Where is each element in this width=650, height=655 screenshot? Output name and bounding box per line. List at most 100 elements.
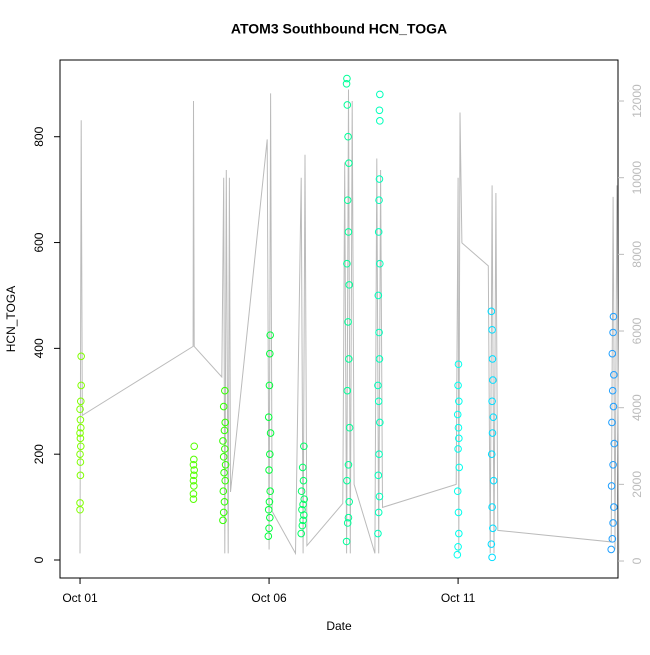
point bbox=[77, 381, 85, 390]
point bbox=[299, 500, 307, 509]
point bbox=[488, 503, 496, 511]
point bbox=[454, 508, 463, 517]
point bbox=[265, 466, 273, 474]
point bbox=[375, 355, 384, 363]
point bbox=[220, 468, 228, 477]
point bbox=[189, 495, 198, 503]
point bbox=[76, 458, 85, 466]
point bbox=[220, 498, 229, 506]
point bbox=[375, 492, 384, 501]
point bbox=[221, 460, 230, 469]
point bbox=[374, 471, 383, 480]
point bbox=[221, 386, 229, 395]
point bbox=[455, 397, 463, 406]
x-axis-label: Date bbox=[326, 619, 352, 633]
point bbox=[76, 499, 84, 507]
point bbox=[342, 537, 351, 546]
point bbox=[343, 259, 351, 268]
point bbox=[345, 498, 354, 506]
point bbox=[76, 405, 84, 414]
point bbox=[265, 524, 273, 533]
point bbox=[489, 376, 497, 384]
point bbox=[344, 228, 353, 236]
point bbox=[300, 511, 308, 519]
point bbox=[343, 101, 352, 109]
point bbox=[298, 505, 306, 514]
point bbox=[219, 508, 228, 517]
point bbox=[345, 355, 353, 363]
y2-tick-label: 8000 bbox=[630, 241, 644, 268]
x-tick-label: Oct 01 bbox=[62, 591, 98, 605]
point bbox=[608, 418, 616, 427]
point bbox=[610, 503, 618, 511]
point bbox=[374, 508, 383, 517]
y2-tick-label: 6000 bbox=[630, 317, 644, 344]
point bbox=[189, 476, 198, 485]
point bbox=[298, 521, 307, 530]
point bbox=[455, 463, 464, 472]
point bbox=[608, 349, 617, 358]
point bbox=[376, 259, 384, 268]
point bbox=[343, 476, 351, 485]
y-tick-label: 400 bbox=[32, 338, 46, 358]
point bbox=[607, 545, 615, 554]
y-tick-label: 0 bbox=[32, 556, 46, 563]
point bbox=[374, 228, 383, 236]
point bbox=[266, 513, 274, 522]
point bbox=[488, 355, 497, 363]
point bbox=[375, 106, 384, 115]
point bbox=[299, 516, 307, 525]
point bbox=[190, 455, 198, 464]
point bbox=[265, 498, 274, 506]
point bbox=[221, 418, 230, 427]
point bbox=[190, 466, 199, 474]
point bbox=[609, 402, 618, 411]
point bbox=[76, 429, 84, 437]
point bbox=[266, 429, 275, 437]
point bbox=[487, 450, 496, 458]
point bbox=[345, 281, 354, 289]
point bbox=[219, 402, 228, 411]
point bbox=[375, 175, 384, 183]
y2-tick-label: 0 bbox=[630, 557, 644, 564]
point bbox=[266, 331, 274, 339]
point bbox=[454, 542, 462, 551]
point bbox=[488, 397, 496, 406]
point bbox=[376, 90, 384, 99]
point bbox=[453, 410, 462, 419]
point bbox=[220, 426, 229, 435]
point bbox=[219, 437, 227, 445]
point bbox=[76, 415, 85, 424]
point bbox=[343, 386, 352, 395]
point bbox=[343, 196, 352, 205]
point bbox=[609, 312, 618, 321]
point bbox=[488, 429, 497, 437]
point bbox=[266, 450, 274, 458]
point bbox=[190, 442, 199, 451]
point bbox=[489, 413, 498, 421]
y-axis-label: HCN_TOGA bbox=[4, 286, 18, 352]
point bbox=[488, 553, 496, 562]
point bbox=[610, 371, 618, 379]
point bbox=[487, 307, 496, 316]
point bbox=[77, 352, 85, 361]
plot-frame bbox=[59, 59, 619, 579]
point bbox=[300, 495, 309, 503]
x-tick-label: Oct 06 bbox=[251, 591, 287, 605]
point bbox=[344, 318, 352, 326]
point bbox=[374, 381, 382, 390]
point bbox=[297, 529, 305, 538]
point bbox=[344, 513, 353, 522]
point bbox=[264, 413, 273, 421]
point bbox=[189, 490, 198, 498]
point bbox=[76, 434, 85, 443]
point bbox=[266, 487, 274, 496]
point bbox=[344, 460, 353, 469]
point bbox=[342, 80, 351, 88]
point bbox=[264, 532, 273, 541]
point bbox=[375, 328, 383, 337]
point bbox=[454, 423, 463, 432]
x-tick-label: Oct 11 bbox=[441, 591, 476, 605]
point bbox=[264, 505, 273, 514]
